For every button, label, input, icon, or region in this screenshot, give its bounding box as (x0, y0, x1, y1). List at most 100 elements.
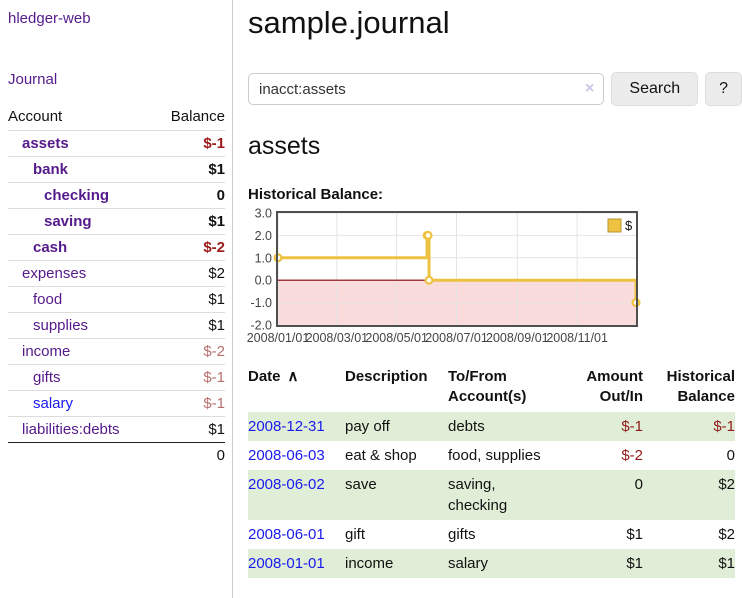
transaction-row: 2008-06-03 eat & shop food, supplies $-2 0 (248, 441, 735, 470)
account-balance: $1 (154, 156, 225, 183)
account-row: bank $1 (8, 156, 225, 183)
account-balance: $-1 (154, 364, 225, 391)
account-cell: food (8, 286, 155, 313)
sidebar-item-journal[interactable]: Journal (8, 71, 58, 88)
account-link[interactable]: salary (33, 395, 74, 412)
account-cell: saving (8, 208, 155, 235)
account-row: salary $-1 (8, 390, 225, 417)
transaction-date-link[interactable]: 2008-06-02 (248, 475, 325, 493)
transaction-balance: $1 (718, 554, 735, 572)
date-column-header[interactable]: Date ∧ (248, 368, 299, 385)
svg-text:1.0: 1.0 (255, 251, 272, 265)
accounts-header-row: Account Balance (8, 104, 225, 131)
svg-text:2008/05/01: 2008/05/01 (365, 331, 428, 345)
account-row: gifts $-1 (8, 364, 225, 391)
transaction-row: 2008-06-01 gift gifts $1 $2 (248, 520, 735, 549)
account-cell: assets (8, 130, 155, 157)
balance-column-header: Balance (170, 108, 225, 125)
account-link[interactable]: income (22, 343, 71, 360)
transaction-accounts: gifts (448, 525, 476, 543)
total-balance: 0 (154, 442, 225, 468)
account-cell: checking (8, 182, 155, 209)
account-balance: $1 (154, 208, 225, 235)
transaction-accounts: food, supplies (448, 446, 541, 464)
svg-text:$: $ (625, 218, 633, 233)
account-row: expenses $2 (8, 260, 225, 287)
account-row: assets $-1 (8, 130, 225, 157)
transaction-date-cell: 2008-06-02 (248, 470, 345, 520)
account-link[interactable]: bank (33, 161, 69, 178)
account-row: cash $-2 (8, 234, 225, 261)
search-button[interactable]: Search (611, 72, 699, 106)
account-link[interactable]: liabilities:debts (22, 421, 120, 438)
clear-search-icon[interactable]: × (585, 80, 595, 97)
account-balance: $1 (154, 312, 225, 339)
transaction-amount: $-2 (621, 446, 643, 464)
historical-balance-chart: $3.0 2.0 1.0 0.0 -1.0 -2.02008/01/012008/03/0… (247, 207, 641, 345)
transaction-amount: $1 (626, 554, 643, 572)
svg-text:-1.0: -1.0 (250, 296, 272, 310)
accounts-balance-table: Account Balance assets $-1 bank $1 checking 0… (8, 104, 225, 468)
account-link[interactable]: expenses (22, 265, 87, 282)
transaction-accounts: saving, checking (448, 475, 508, 514)
transaction-date-link[interactable]: 2008-06-03 (248, 446, 325, 464)
account-link[interactable]: saving (44, 213, 92, 230)
account-balance: $-2 (154, 338, 225, 365)
transaction-date-link[interactable]: 2008-01-01 (248, 554, 325, 572)
account-row: liabilities:debts $1 (8, 416, 225, 443)
transaction-description: gift (345, 525, 366, 543)
account-cell: income (8, 338, 155, 365)
svg-text:2008/03/01: 2008/03/01 (306, 331, 369, 345)
account-cell: expenses (8, 260, 155, 287)
accounts-total-row: 0 (8, 442, 225, 468)
account-column-header: Account (8, 108, 63, 125)
chart-title: Historical Balance: (248, 186, 384, 203)
account-link[interactable]: supplies (33, 317, 89, 334)
account-link[interactable]: gifts (33, 369, 61, 386)
search-input-wrap: × (248, 73, 605, 105)
description-column-header: Description (345, 368, 428, 385)
account-heading: assets (248, 132, 321, 160)
transaction-balance: 0 (726, 446, 735, 464)
search-input[interactable] (248, 73, 605, 105)
account-link[interactable]: cash (33, 239, 68, 256)
transaction-balance: $2 (718, 475, 735, 493)
account-link[interactable]: food (33, 291, 63, 308)
transaction-accounts: debts (448, 417, 485, 435)
svg-text:-2.0: -2.0 (250, 319, 272, 333)
transaction-amount: $1 (626, 525, 643, 543)
sidebar: hledger-web Journal Account Balance asse… (0, 0, 233, 598)
account-row: saving $1 (8, 208, 225, 235)
account-cell: cash (8, 234, 155, 261)
transaction-amount: $-1 (621, 417, 643, 435)
balance-column-header-main: Historical Balance (666, 368, 735, 406)
accounts-tbody: assets $-1 bank $1 checking 0 saving $1 cash $-2 e… (8, 130, 225, 443)
transaction-date-cell: 2008-06-03 (248, 441, 345, 470)
transaction-date-cell: 2008-01-01 (248, 549, 345, 578)
account-row: food $1 (8, 286, 225, 313)
transaction-date-cell: 2008-06-01 (248, 520, 345, 549)
transaction-description: income (345, 554, 394, 572)
svg-text:3.0: 3.0 (255, 207, 272, 221)
brand-link[interactable]: hledger-web (8, 10, 91, 27)
account-balance: $-2 (154, 234, 225, 261)
sort-ascending-icon: ∧ (287, 368, 299, 385)
transaction-date-link[interactable]: 2008-12-31 (248, 417, 325, 435)
account-balance: $-1 (154, 130, 225, 157)
transaction-accounts: salary (448, 554, 489, 572)
help-button[interactable]: ? (705, 72, 742, 106)
transaction-row: 2008-06-02 save saving, checking 0 $2 (248, 469, 735, 520)
account-cell: gifts (8, 364, 155, 391)
search-form: × Search ? (248, 72, 742, 106)
svg-text:2008/11/01: 2008/11/01 (546, 331, 608, 345)
account-link[interactable]: assets (22, 135, 69, 152)
svg-text:2008/09/01: 2008/09/01 (486, 331, 549, 345)
register-table: Date ∧ Description To/From Account(s) Amo… (248, 365, 735, 578)
transaction-description: eat & shop (345, 446, 417, 464)
transaction-date-link[interactable]: 2008-06-01 (248, 525, 325, 543)
transaction-balance: $2 (718, 525, 735, 543)
account-balance: $1 (154, 286, 225, 313)
transaction-description: save (345, 475, 377, 493)
account-row: income $-2 (8, 338, 225, 365)
account-link[interactable]: checking (44, 187, 110, 204)
